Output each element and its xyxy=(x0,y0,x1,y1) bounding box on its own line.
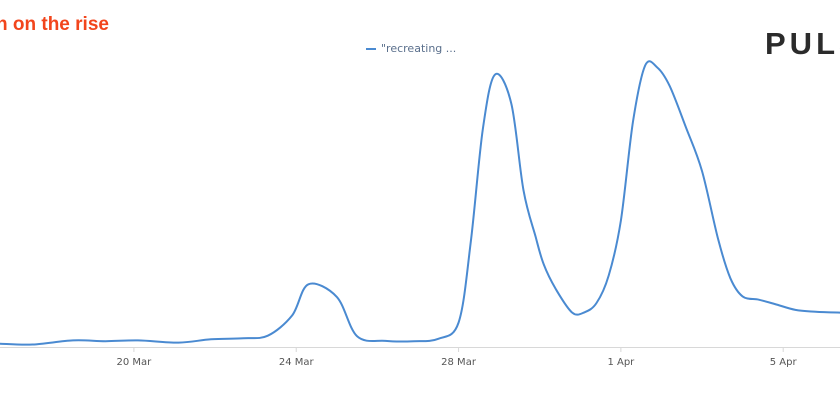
data-point[interactable] xyxy=(242,336,246,340)
data-point[interactable] xyxy=(71,338,75,342)
data-point[interactable] xyxy=(728,276,732,280)
data-point[interactable] xyxy=(554,287,558,291)
data-point[interactable] xyxy=(104,339,108,343)
x-tick-label: 24 Mar xyxy=(279,357,315,368)
data-point[interactable] xyxy=(542,263,546,267)
data-point[interactable] xyxy=(469,241,473,245)
data-point[interactable] xyxy=(655,66,659,70)
data-point[interactable] xyxy=(266,334,270,338)
series-line[interactable] xyxy=(0,60,840,346)
data-point[interactable] xyxy=(814,310,818,314)
data-point[interactable] xyxy=(668,84,672,88)
data-point[interactable] xyxy=(607,274,611,278)
data-point[interactable] xyxy=(631,120,635,124)
data-point[interactable] xyxy=(177,341,181,345)
data-point[interactable] xyxy=(716,238,720,242)
data-point[interactable] xyxy=(619,219,623,223)
data-point[interactable] xyxy=(136,338,140,342)
data-point[interactable] xyxy=(209,337,213,341)
data-point[interactable] xyxy=(773,302,777,306)
data-point[interactable] xyxy=(335,295,339,299)
legend-label: "recreating ... xyxy=(381,42,457,55)
data-point[interactable] xyxy=(493,73,497,77)
legend-swatch xyxy=(366,47,376,50)
data-point[interactable] xyxy=(0,342,2,346)
data-point[interactable] xyxy=(793,308,797,312)
data-point[interactable] xyxy=(384,339,388,343)
data-point[interactable] xyxy=(684,125,688,129)
data-point[interactable] xyxy=(570,311,574,315)
chart-title: n on the rise xyxy=(0,14,109,35)
x-axis-ticks: 20 Mar 24 Mar 28 Mar 1 Apr 5 Apr xyxy=(117,347,798,368)
x-tick-label: 28 Mar xyxy=(441,357,477,368)
data-point[interactable] xyxy=(595,301,599,305)
data-point[interactable] xyxy=(643,63,647,67)
x-tick-label: 1 Apr xyxy=(607,357,635,368)
x-tick-label: 20 Mar xyxy=(117,357,153,368)
data-point[interactable] xyxy=(436,337,440,341)
data-point[interactable] xyxy=(306,282,310,286)
data-point[interactable] xyxy=(457,321,461,325)
data-point[interactable] xyxy=(700,169,704,173)
x-tick-label: 5 Apr xyxy=(770,357,798,368)
data-point[interactable] xyxy=(290,313,294,317)
data-point[interactable] xyxy=(31,343,35,347)
data-point[interactable] xyxy=(757,298,761,302)
data-point[interactable] xyxy=(582,310,586,314)
data-point[interactable] xyxy=(509,102,513,106)
data-point[interactable] xyxy=(741,294,745,298)
data-point[interactable] xyxy=(412,339,416,343)
data-point[interactable] xyxy=(522,188,526,192)
data-point[interactable] xyxy=(481,127,485,131)
data-point[interactable] xyxy=(355,334,359,338)
data-point[interactable] xyxy=(534,235,538,239)
legend[interactable]: "recreating ... xyxy=(366,42,456,55)
brand-logo: PULS xyxy=(765,26,840,61)
